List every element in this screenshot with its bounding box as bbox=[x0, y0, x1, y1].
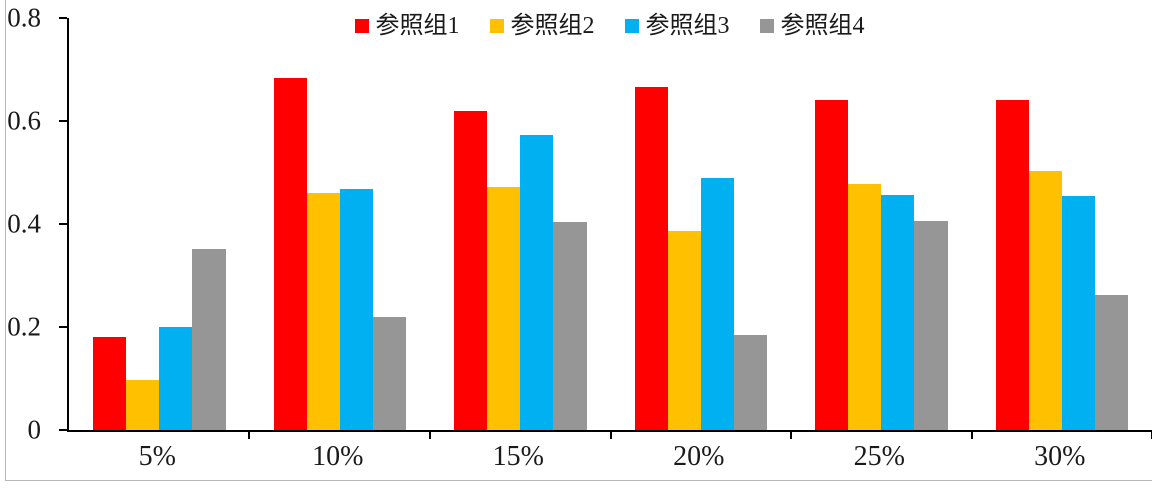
legend-swatch-icon bbox=[489, 19, 504, 33]
bar-参照组1-15% bbox=[454, 110, 488, 430]
x-tick-label: 10% bbox=[312, 441, 364, 472]
bar-group-10% bbox=[250, 18, 431, 430]
y-axis-tick-mark bbox=[59, 120, 67, 122]
legend-item-label: 参照组2 bbox=[510, 13, 595, 39]
bar-参照组1-30% bbox=[995, 99, 1029, 430]
x-axis-tick-mark bbox=[789, 432, 792, 439]
x-tick-label: 15% bbox=[492, 441, 544, 472]
bar-参照组3-30% bbox=[1061, 196, 1095, 430]
x-tick-label: 30% bbox=[1034, 441, 1086, 472]
x-axis-tick-mark bbox=[428, 432, 431, 439]
legend: 参照组1 参照组2 参照组3 参照组4 bbox=[67, 14, 1152, 38]
bar-参照组4-5% bbox=[192, 248, 226, 430]
bar-参照组4-20% bbox=[733, 334, 767, 430]
bar-参照组2-10% bbox=[306, 192, 340, 430]
x-tick-label: 25% bbox=[853, 441, 905, 472]
legend-swatch-icon bbox=[354, 19, 369, 33]
legend-item-label: 参照组4 bbox=[780, 13, 865, 39]
bar-参照组2-20% bbox=[667, 230, 701, 430]
bar-group-5% bbox=[69, 18, 250, 430]
bar-参照组3-20% bbox=[700, 177, 734, 430]
bar-参照组3-15% bbox=[520, 134, 554, 430]
y-axis-tick-mark bbox=[59, 17, 67, 19]
legend-item: 参照组4 bbox=[759, 13, 865, 39]
bar-参照组1-25% bbox=[815, 99, 849, 430]
y-tick-label: 0 bbox=[27, 414, 42, 445]
y-tick-label: 0.2 bbox=[7, 311, 41, 342]
bar-参照组4-15% bbox=[553, 222, 587, 430]
bar-参照组4-25% bbox=[914, 220, 948, 430]
x-axis-tick-mark bbox=[248, 432, 251, 439]
bar-参照组2-15% bbox=[487, 187, 521, 430]
legend-item-label: 参照组3 bbox=[645, 13, 730, 39]
x-axis-tick-mark bbox=[970, 432, 973, 439]
y-axis-tick-mark bbox=[59, 326, 67, 328]
bar-参照组3-5% bbox=[159, 326, 193, 430]
y-axis-tick-mark bbox=[59, 223, 67, 225]
bar-参照组2-30% bbox=[1028, 171, 1062, 430]
legend-item: 参照组1 bbox=[354, 13, 460, 39]
x-tick-label: 5% bbox=[138, 441, 176, 472]
window-bottom-edge-line bbox=[5, 480, 1152, 481]
y-tick-label: 0.8 bbox=[7, 2, 41, 33]
x-tick-label: 20% bbox=[673, 441, 725, 472]
legend-item-label: 参照组1 bbox=[375, 13, 460, 39]
bar-参照组3-25% bbox=[881, 195, 915, 430]
bar-group-15% bbox=[430, 18, 611, 430]
y-axis-labels: 0 0.2 0.4 0.6 0.8 bbox=[0, 4, 57, 443]
bar-group-20% bbox=[611, 18, 792, 430]
legend-item: 参照组2 bbox=[489, 13, 595, 39]
legend-item: 参照组3 bbox=[624, 13, 730, 39]
bar-参照组3-10% bbox=[339, 188, 373, 430]
legend-swatch-icon bbox=[759, 19, 774, 33]
bar-参照组2-25% bbox=[848, 183, 882, 430]
plot-area bbox=[59, 17, 1152, 439]
bar-参照组1-5% bbox=[93, 337, 127, 430]
x-axis-labels: 5% 10% 15% 20% 25% 30% bbox=[67, 443, 1150, 471]
bar-参照组1-10% bbox=[273, 77, 307, 430]
bar-参照组1-20% bbox=[634, 87, 668, 430]
x-axis-tick-mark bbox=[609, 432, 612, 439]
bar-group-25% bbox=[791, 18, 972, 430]
bar-参照组2-5% bbox=[126, 379, 160, 430]
legend-swatch-icon bbox=[624, 19, 639, 33]
bar-参照组4-30% bbox=[1094, 295, 1128, 430]
bar-参照组4-10% bbox=[372, 316, 406, 430]
y-tick-label: 0.6 bbox=[7, 105, 41, 136]
bar-groups bbox=[69, 18, 1152, 430]
y-axis-tick-mark bbox=[59, 429, 67, 431]
y-tick-label: 0.4 bbox=[7, 208, 41, 239]
window-left-edge-line bbox=[5, 0, 6, 481]
bar-group-30% bbox=[972, 18, 1152, 430]
